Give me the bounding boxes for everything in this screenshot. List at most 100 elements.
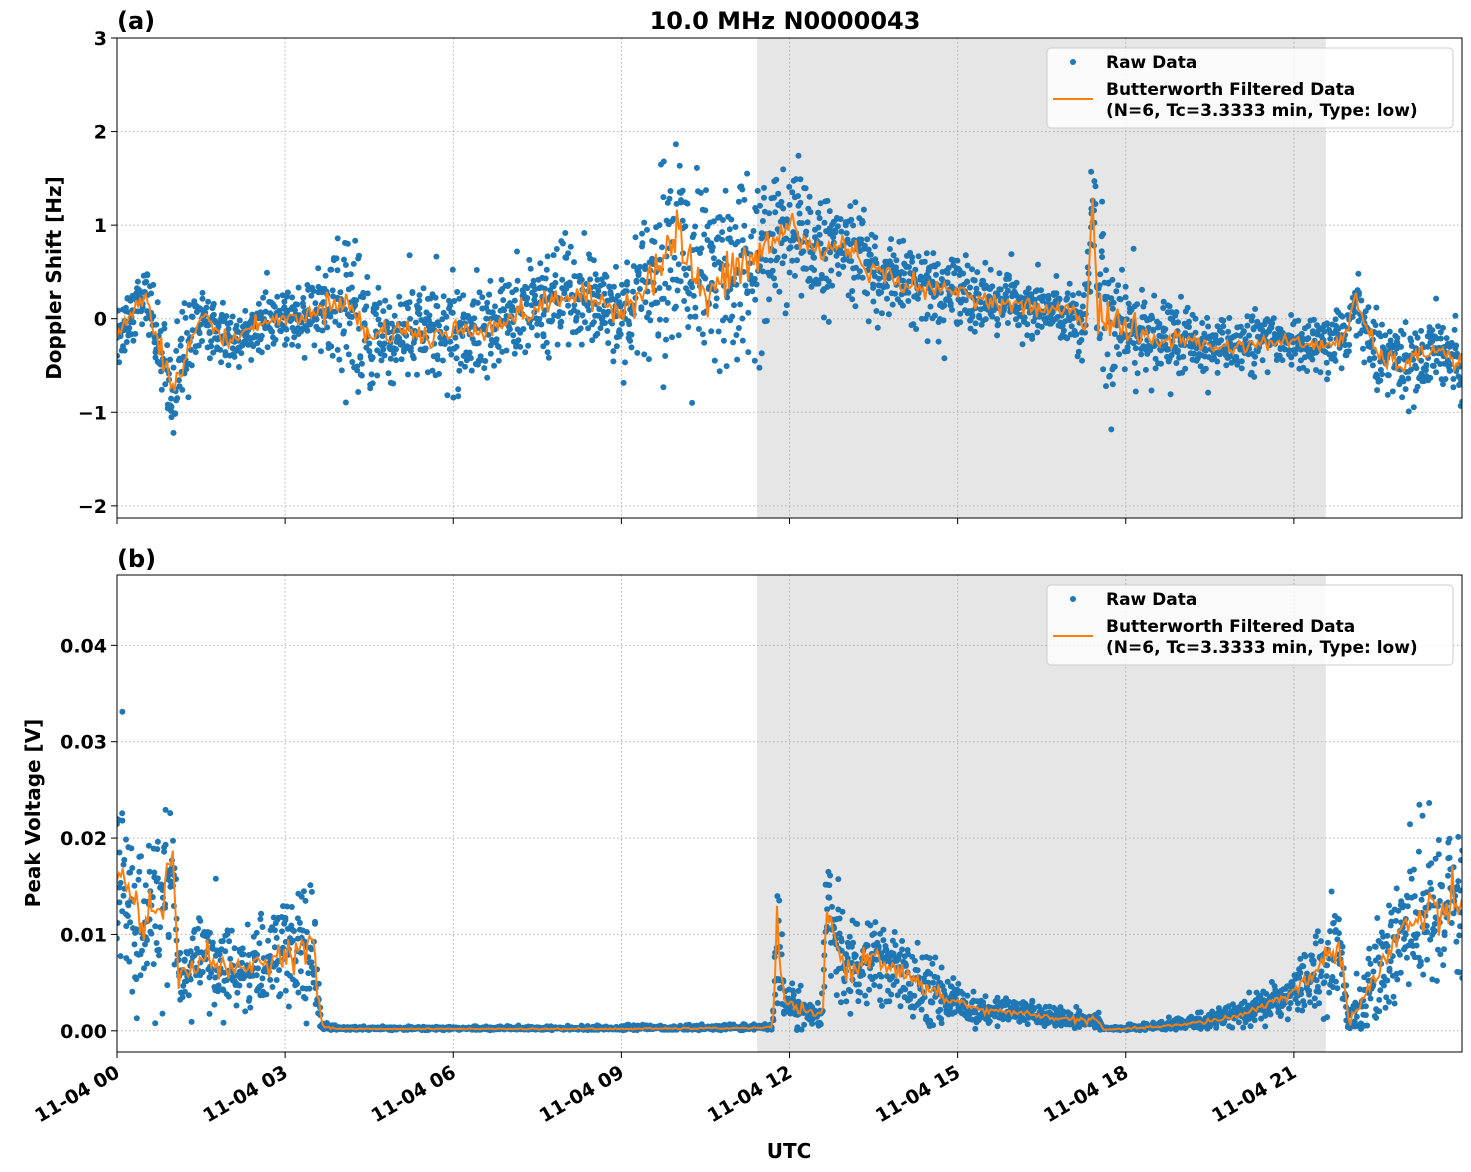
raw-data-point: [355, 389, 362, 395]
raw-data-point: [152, 1020, 159, 1027]
raw-data-point: [259, 924, 266, 930]
raw-data-point: [1259, 357, 1266, 364]
raw-data-point: [682, 223, 689, 230]
raw-data-point: [255, 965, 261, 972]
raw-data-point: [957, 319, 964, 326]
raw-data-point: [798, 292, 805, 299]
raw-data-point: [674, 287, 681, 294]
raw-data-point: [776, 288, 783, 295]
raw-data-point: [1225, 328, 1232, 335]
raw-data-point: [1332, 357, 1339, 364]
raw-data-point: [1197, 363, 1204, 370]
raw-data-point: [644, 226, 650, 233]
axes-frame: [116, 37, 1463, 519]
raw-data-point: [867, 251, 874, 258]
raw-data-point: [1292, 350, 1299, 357]
raw-data-point: [845, 292, 852, 299]
raw-data-point: [282, 917, 289, 924]
y-tick-label: 0.01: [60, 924, 107, 946]
raw-data-point: [422, 345, 429, 352]
raw-data-point: [728, 216, 735, 223]
raw-data-point: [889, 301, 896, 308]
raw-data-point: [117, 352, 121, 359]
raw-data-point: [466, 349, 473, 356]
raw-data-point: [745, 349, 752, 356]
raw-data-point: [544, 253, 551, 260]
raw-data-point: [159, 1010, 166, 1017]
y-tick-label: 0.03: [60, 732, 107, 754]
raw-data-point: [561, 290, 568, 297]
legend-entry: Raw Data: [1106, 53, 1197, 73]
raw-data-point: [1113, 344, 1120, 350]
raw-data-point: [231, 353, 238, 360]
raw-data-point: [476, 289, 483, 296]
raw-data-point: [271, 944, 278, 951]
raw-data-point: [289, 937, 296, 944]
raw-data-point: [802, 185, 809, 192]
raw-data-point: [615, 292, 621, 299]
raw-data-point: [749, 288, 756, 295]
raw-data-point: [1148, 387, 1155, 394]
raw-data-point: [932, 954, 939, 961]
raw-data-point: [745, 309, 752, 316]
raw-data-point: [1355, 289, 1362, 296]
raw-data-point: [667, 188, 674, 194]
raw-data-point: [859, 219, 866, 225]
raw-data-point: [130, 337, 137, 344]
raw-data-point: [123, 836, 129, 843]
raw-data-point: [892, 290, 898, 297]
raw-data-point: [731, 302, 737, 309]
raw-data-point: [967, 325, 974, 332]
raw-data-point: [407, 344, 414, 351]
raw-data-point: [660, 295, 667, 302]
raw-data-point: [167, 878, 174, 885]
raw-data-point: [1070, 315, 1077, 321]
raw-data-point: [284, 289, 291, 296]
raw-data-point: [754, 187, 761, 194]
raw-data-point: [263, 991, 270, 998]
raw-data-point: [1111, 331, 1118, 337]
raw-data-point: [1021, 314, 1028, 321]
raw-data-point: [407, 315, 414, 322]
raw-data-point: [298, 893, 305, 900]
raw-data-point: [558, 318, 565, 325]
raw-data-point: [741, 196, 748, 203]
raw-data-point: [1165, 346, 1172, 353]
raw-data-point: [544, 349, 551, 356]
raw-data-point: [947, 1005, 953, 1012]
raw-data-point: [626, 321, 633, 328]
raw-data-point: [662, 353, 669, 359]
raw-data-point: [783, 235, 790, 242]
raw-data-point: [610, 348, 617, 355]
raw-data-point: [391, 312, 398, 319]
raw-data-point: [730, 339, 737, 346]
raw-data-point: [312, 918, 318, 925]
raw-data-point: [854, 921, 861, 927]
raw-data-point: [453, 343, 460, 350]
raw-data-point: [873, 260, 880, 267]
raw-data-point: [1423, 361, 1430, 368]
raw-data-point: [672, 141, 679, 148]
raw-data-point: [1295, 317, 1302, 324]
raw-data-point: [1402, 386, 1409, 393]
raw-data-point: [1442, 376, 1449, 382]
raw-data-point: [893, 257, 900, 264]
raw-data-point: [368, 371, 375, 378]
raw-data-point: [825, 318, 832, 325]
raw-data-point: [663, 317, 669, 323]
raw-data-point: [884, 295, 890, 302]
raw-data-point: [907, 996, 913, 1003]
raw-data-point: [679, 187, 686, 194]
raw-data-point: [1244, 322, 1251, 329]
raw-data-point: [386, 304, 393, 311]
raw-data-point: [982, 993, 989, 1000]
raw-data-point: [443, 313, 450, 320]
raw-data-point: [1005, 998, 1012, 1005]
raw-data-point: [1440, 324, 1446, 331]
raw-data-point: [1031, 1005, 1038, 1011]
raw-data-point: [906, 278, 912, 285]
raw-data-point: [1192, 315, 1199, 322]
raw-data-point: [1134, 301, 1141, 308]
raw-data-point: [759, 268, 766, 275]
raw-data-point: [342, 261, 349, 268]
